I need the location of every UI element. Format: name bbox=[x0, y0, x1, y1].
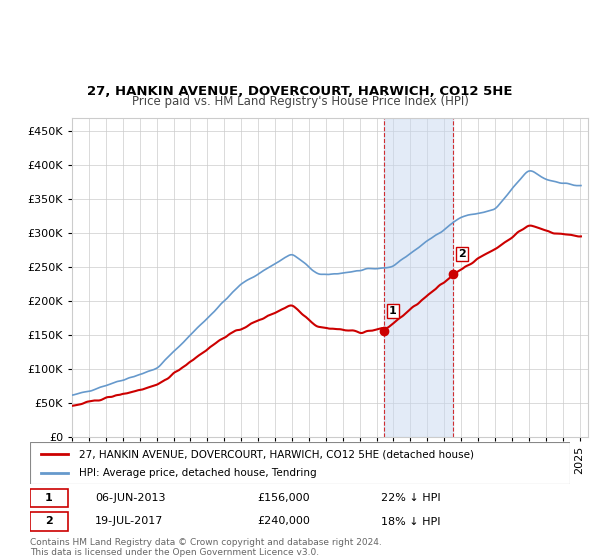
FancyBboxPatch shape bbox=[30, 442, 570, 484]
Text: 19-JUL-2017: 19-JUL-2017 bbox=[95, 516, 163, 526]
Text: 22% ↓ HPI: 22% ↓ HPI bbox=[381, 493, 440, 503]
Text: 2: 2 bbox=[458, 249, 466, 259]
Text: 18% ↓ HPI: 18% ↓ HPI bbox=[381, 516, 440, 526]
Text: 2: 2 bbox=[45, 516, 53, 526]
Text: Contains HM Land Registry data © Crown copyright and database right 2024.
This d: Contains HM Land Registry data © Crown c… bbox=[30, 538, 382, 557]
Text: 27, HANKIN AVENUE, DOVERCOURT, HARWICH, CO12 5HE: 27, HANKIN AVENUE, DOVERCOURT, HARWICH, … bbox=[87, 85, 513, 98]
Text: £156,000: £156,000 bbox=[257, 493, 310, 503]
Text: 1: 1 bbox=[389, 306, 397, 316]
Text: 06-JUN-2013: 06-JUN-2013 bbox=[95, 493, 166, 503]
Bar bbox=[384, 118, 454, 437]
Text: Price paid vs. HM Land Registry's House Price Index (HPI): Price paid vs. HM Land Registry's House … bbox=[131, 95, 469, 108]
Text: HPI: Average price, detached house, Tendring: HPI: Average price, detached house, Tend… bbox=[79, 468, 316, 478]
Text: £240,000: £240,000 bbox=[257, 516, 310, 526]
Text: 27, HANKIN AVENUE, DOVERCOURT, HARWICH, CO12 5HE (detached house): 27, HANKIN AVENUE, DOVERCOURT, HARWICH, … bbox=[79, 449, 473, 459]
FancyBboxPatch shape bbox=[30, 489, 68, 507]
Text: 1: 1 bbox=[45, 493, 53, 503]
FancyBboxPatch shape bbox=[30, 512, 68, 530]
